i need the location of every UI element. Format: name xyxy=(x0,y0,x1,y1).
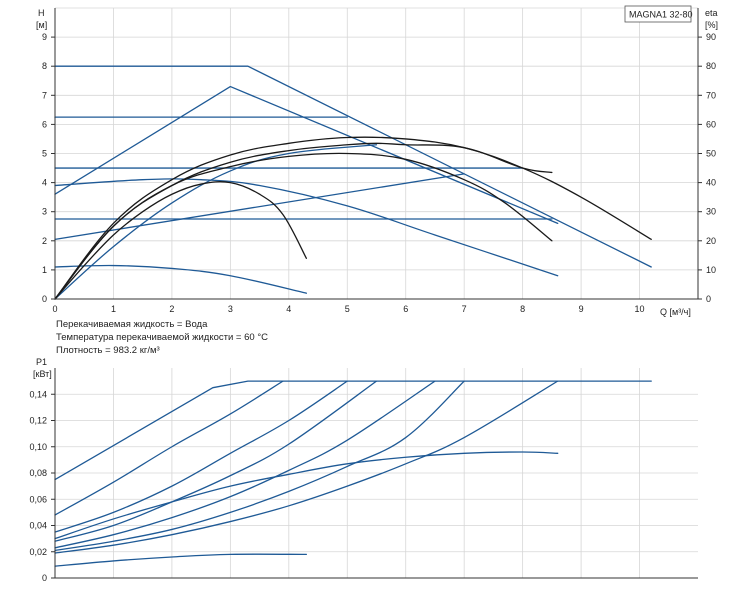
head-grid xyxy=(55,7,698,299)
power-curve-1 xyxy=(54,380,652,481)
head-curve-7 xyxy=(54,264,307,294)
fluid-notes: Перекачиваемая жидкость = Вода Температу… xyxy=(56,319,268,356)
power-chart: 0 0,02 0,04 0,06 0,08 0,10 0,12 0,14 P1 [кВт] xyxy=(29,357,698,583)
head-y-tick-label: 4 xyxy=(42,178,47,188)
flow-tick-label: 6 xyxy=(403,304,408,314)
power-tick-labels: 0 0,02 0,04 0,06 0,08 0,10 0,12 0,14 xyxy=(29,389,47,583)
flow-tick-label: 0 xyxy=(52,304,57,314)
efficiency-tick-label: 30 xyxy=(706,207,716,217)
head-curves xyxy=(54,65,652,300)
power-curve-4 xyxy=(54,380,378,542)
flow-tick-label: 10 xyxy=(635,304,645,314)
head-y-tick-label: 2 xyxy=(42,236,47,246)
model-label-box xyxy=(624,5,692,23)
flow-tick-label: 9 xyxy=(579,304,584,314)
head-y-tick-label: 1 xyxy=(42,265,47,275)
efficiency-tick-label: 20 xyxy=(706,236,716,246)
head-y-tick-label: 0 xyxy=(42,294,47,304)
power-curve-9 xyxy=(54,553,307,567)
head-y-tick-label: 5 xyxy=(42,149,47,159)
power-curve-8 xyxy=(54,451,559,540)
model-label: MAGNA1 32-80 xyxy=(629,10,693,20)
flow-tick-label: 7 xyxy=(462,304,467,314)
note-density: Плотность = 983.2 кг/м³ xyxy=(56,345,160,356)
flow-axis-title: Q [м³/ч] xyxy=(660,307,691,317)
power-y-tick-label: 0,08 xyxy=(29,468,47,478)
head-curve-13 xyxy=(54,136,652,300)
head-curve-1 xyxy=(54,65,652,268)
power-y-tick-label: 0 xyxy=(42,573,47,583)
power-y-tick-label: 0,10 xyxy=(29,442,47,452)
efficiency-tick-label: 70 xyxy=(706,90,716,100)
note-fluid: Перекачиваемая жидкость = Вода xyxy=(56,319,208,330)
power-grid xyxy=(55,368,698,578)
power-y-tick-label: 0,02 xyxy=(29,547,47,557)
power-curve-7 xyxy=(54,380,559,554)
power-y-tick-label: 0,12 xyxy=(29,416,47,426)
head-curve-8 xyxy=(54,173,465,240)
power-y-tick-label: 0,06 xyxy=(29,494,47,504)
note-temperature: Температура перекачиваемой жидкости = 60… xyxy=(56,332,268,343)
efficiency-axis-title: eta xyxy=(705,8,718,18)
head-curve-10 xyxy=(54,181,307,300)
flow-tick-label: 8 xyxy=(520,304,525,314)
head-curve-9 xyxy=(54,144,378,300)
head-y-tick-label: 3 xyxy=(42,207,47,217)
efficiency-tick-label: 90 xyxy=(706,32,716,42)
power-curve-3 xyxy=(54,380,348,533)
power-curve-6 xyxy=(54,380,465,552)
power-curves xyxy=(54,380,652,567)
power-axes-frame xyxy=(51,368,698,579)
efficiency-tick-label: 40 xyxy=(706,178,716,188)
efficiency-tick-label: 80 xyxy=(706,61,716,71)
power-curve-2 xyxy=(54,380,284,516)
flow-tick-label: 3 xyxy=(228,304,233,314)
head-axes-frame xyxy=(51,8,702,300)
efficiency-tick-label: 60 xyxy=(706,119,716,129)
head-y-tick-label: 7 xyxy=(42,90,47,100)
flow-tick-label: 5 xyxy=(345,304,350,314)
flow-tick-label: 4 xyxy=(286,304,291,314)
flow-tick-label: 2 xyxy=(169,304,174,314)
head-y-axis-title: H xyxy=(38,8,45,18)
head-curve-11 xyxy=(54,152,553,300)
power-y-axis-unit: [кВт] xyxy=(33,369,52,379)
efficiency-tick-label: 50 xyxy=(706,149,716,159)
flow-tick-label: 1 xyxy=(111,304,116,314)
efficiency-tick-label: 0 xyxy=(706,294,711,304)
head-curve-6 xyxy=(54,178,559,277)
head-y-tick-label: 8 xyxy=(42,61,47,71)
efficiency-tick-label: 10 xyxy=(706,265,716,275)
power-curve-5 xyxy=(54,380,436,549)
power-y-tick-label: 0,04 xyxy=(29,521,47,531)
head-y-tick-label: 9 xyxy=(42,32,47,42)
head-y-axis-unit: [м] xyxy=(36,20,47,30)
power-y-axis-title: P1 xyxy=(36,357,47,367)
head-curve-5 xyxy=(54,85,559,224)
power-y-tick-label: 0,14 xyxy=(29,389,47,399)
head-y-tick-label: 6 xyxy=(42,119,47,129)
efficiency-axis-unit: [%] xyxy=(705,20,718,30)
